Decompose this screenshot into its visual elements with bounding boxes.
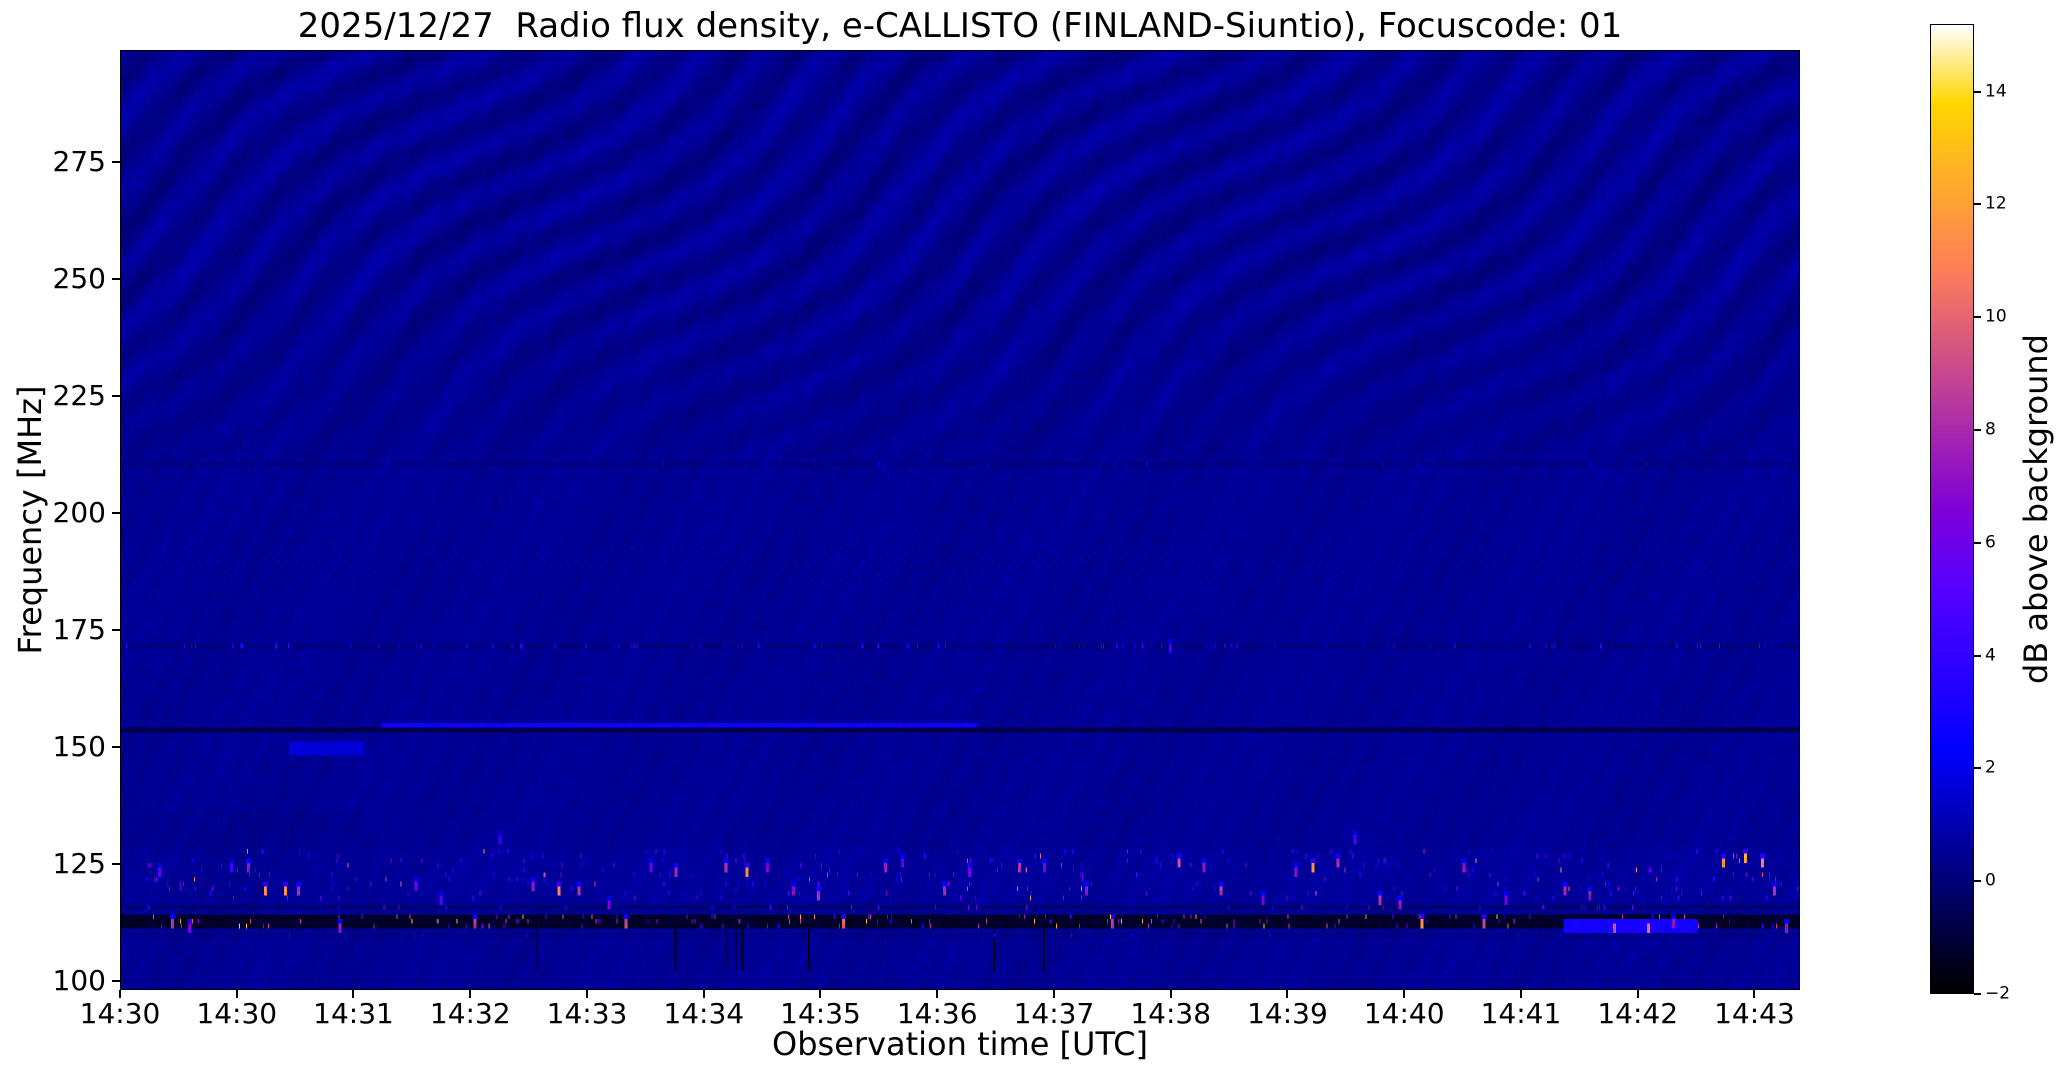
x-tick-label: 14:30: [79, 997, 161, 1030]
y-tick-label: 125: [52, 846, 106, 880]
x-tick-mark: [1403, 990, 1406, 998]
x-tick-mark: [1753, 990, 1756, 998]
chart-title: 2025/12/27 Radio flux density, e-CALLIST…: [297, 6, 1623, 46]
y-tick-label: 175: [52, 612, 106, 646]
spectrogram-canvas: [121, 51, 1799, 989]
x-tick-mark: [119, 990, 121, 998]
colorbar-tick-mark: [1974, 429, 1981, 432]
y-tick-mark: [112, 395, 120, 398]
x-tick-label: 14:42: [1597, 997, 1679, 1030]
colorbar-canvas: [1931, 25, 1973, 993]
x-tick-mark: [1519, 990, 1522, 998]
colorbar-tick-label: 0: [1985, 870, 1996, 891]
x-tick-label: 14:37: [1013, 997, 1095, 1030]
colorbar-tick-label: 12: [1985, 193, 2007, 214]
y-tick-label: 225: [52, 379, 106, 413]
colorbar-tick-label: −2: [1985, 983, 2011, 1004]
x-tick-label: 14:32: [429, 997, 511, 1030]
plot-area: [120, 50, 1800, 990]
y-tick-label: 250: [52, 262, 106, 296]
colorbar: [1930, 24, 1974, 994]
x-tick-label: 14:34: [663, 997, 745, 1030]
x-tick-label: 14:36: [896, 997, 978, 1030]
x-tick-label: 14:43: [1714, 997, 1795, 1030]
x-tick-mark: [1636, 990, 1639, 998]
colorbar-tick-label: 2: [1985, 757, 1996, 778]
colorbar-tick-mark: [1974, 654, 1981, 657]
y-tick-mark: [112, 161, 120, 164]
x-tick-mark: [819, 990, 822, 998]
y-tick-mark: [112, 511, 120, 514]
colorbar-tick-label: 10: [1985, 306, 2007, 327]
y-tick-label: 100: [52, 963, 106, 997]
colorbar-tick-mark: [1974, 767, 1981, 770]
x-tick-mark: [936, 990, 939, 998]
y-tick-label: 200: [52, 495, 106, 529]
x-tick-label: 14:31: [313, 997, 394, 1030]
y-tick-mark: [112, 979, 120, 982]
colorbar-tick-label: 14: [1985, 81, 2007, 102]
x-tick-label: 14:33: [546, 997, 628, 1030]
x-axis-label: Observation time [UTC]: [772, 1025, 1148, 1063]
x-tick-label: 14:35: [780, 997, 861, 1030]
x-tick-mark: [352, 990, 355, 998]
y-tick-mark: [112, 278, 120, 281]
colorbar-tick-mark: [1974, 316, 1981, 319]
colorbar-label: dB above background: [2017, 334, 2055, 684]
y-tick-mark: [112, 745, 120, 748]
x-tick-mark: [1286, 990, 1289, 998]
colorbar-tick-mark: [1974, 203, 1981, 206]
x-tick-mark: [1169, 990, 1172, 998]
colorbar-tick-mark: [1974, 993, 1981, 995]
x-tick-mark: [469, 990, 472, 998]
colorbar-tick-mark: [1974, 880, 1981, 883]
x-tick-label: 14:38: [1130, 997, 1212, 1030]
colorbar-tick-mark: [1974, 541, 1981, 544]
y-tick-label: 275: [52, 145, 106, 179]
y-tick-mark: [112, 862, 120, 865]
colorbar-tick-label: 6: [1985, 532, 1996, 553]
x-tick-mark: [235, 990, 238, 998]
colorbar-tick-label: 4: [1985, 645, 1996, 666]
x-tick-label: 14:40: [1363, 997, 1445, 1030]
x-tick-mark: [702, 990, 705, 998]
colorbar-tick-label: 8: [1985, 419, 1996, 440]
y-tick-label: 150: [52, 729, 106, 763]
y-tick-mark: [112, 628, 120, 631]
colorbar-tick-mark: [1974, 90, 1981, 93]
x-tick-label: 14:30: [196, 997, 278, 1030]
y-axis-label: Frequency [MHz]: [11, 385, 49, 655]
x-tick-label: 14:39: [1247, 997, 1328, 1030]
x-tick-label: 14:41: [1480, 997, 1562, 1030]
x-tick-mark: [585, 990, 588, 998]
x-tick-mark: [1052, 990, 1055, 998]
